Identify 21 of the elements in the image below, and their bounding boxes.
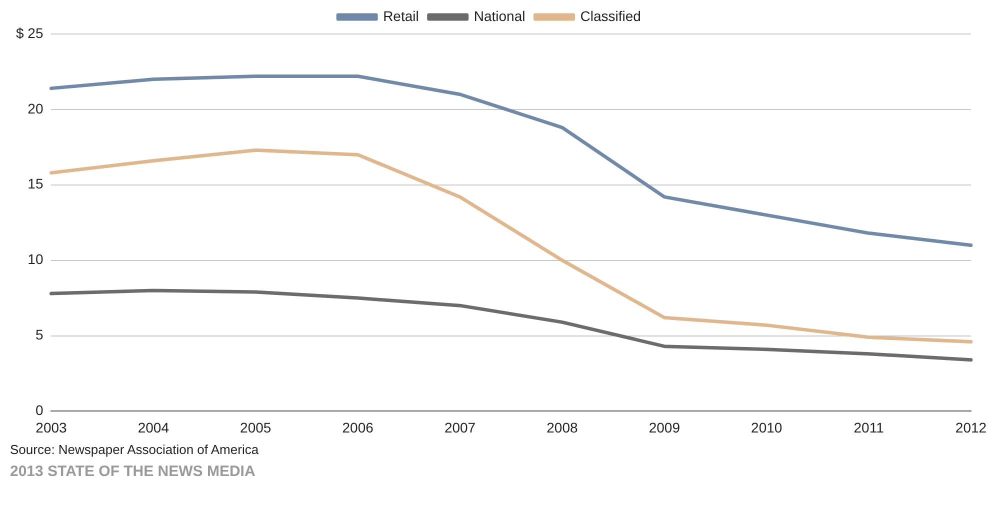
y-tick-label: 5 [35, 326, 44, 343]
y-tick-label: 10 [28, 251, 44, 268]
source-note: Source: Newspaper Association of America [10, 442, 259, 457]
x-tick-label: 2006 [342, 419, 374, 436]
x-tick-label: 2007 [444, 419, 476, 436]
y-tick-label: 0 [35, 402, 44, 418]
x-tick-label: 2008 [546, 419, 578, 436]
legend-label: Classified [580, 8, 641, 24]
y-tick-label: 20 [28, 100, 44, 116]
legend-label: Retail [383, 8, 419, 24]
y-tick-label: $ 25 [16, 24, 44, 41]
x-tick-label: 2012 [955, 419, 987, 436]
x-tick-label: 2004 [138, 419, 170, 436]
legend-label: National [474, 8, 526, 24]
y-tick-label: 15 [28, 176, 44, 192]
x-tick-label: 2011 [854, 419, 884, 436]
x-tick-label: 2003 [36, 419, 68, 436]
x-tick-label: 2010 [751, 419, 782, 436]
x-tick-label: 2009 [648, 419, 680, 436]
text: 2013 STATE OF THE NEWS MEDIA [10, 463, 256, 480]
x-tick-label: 2005 [240, 419, 272, 436]
